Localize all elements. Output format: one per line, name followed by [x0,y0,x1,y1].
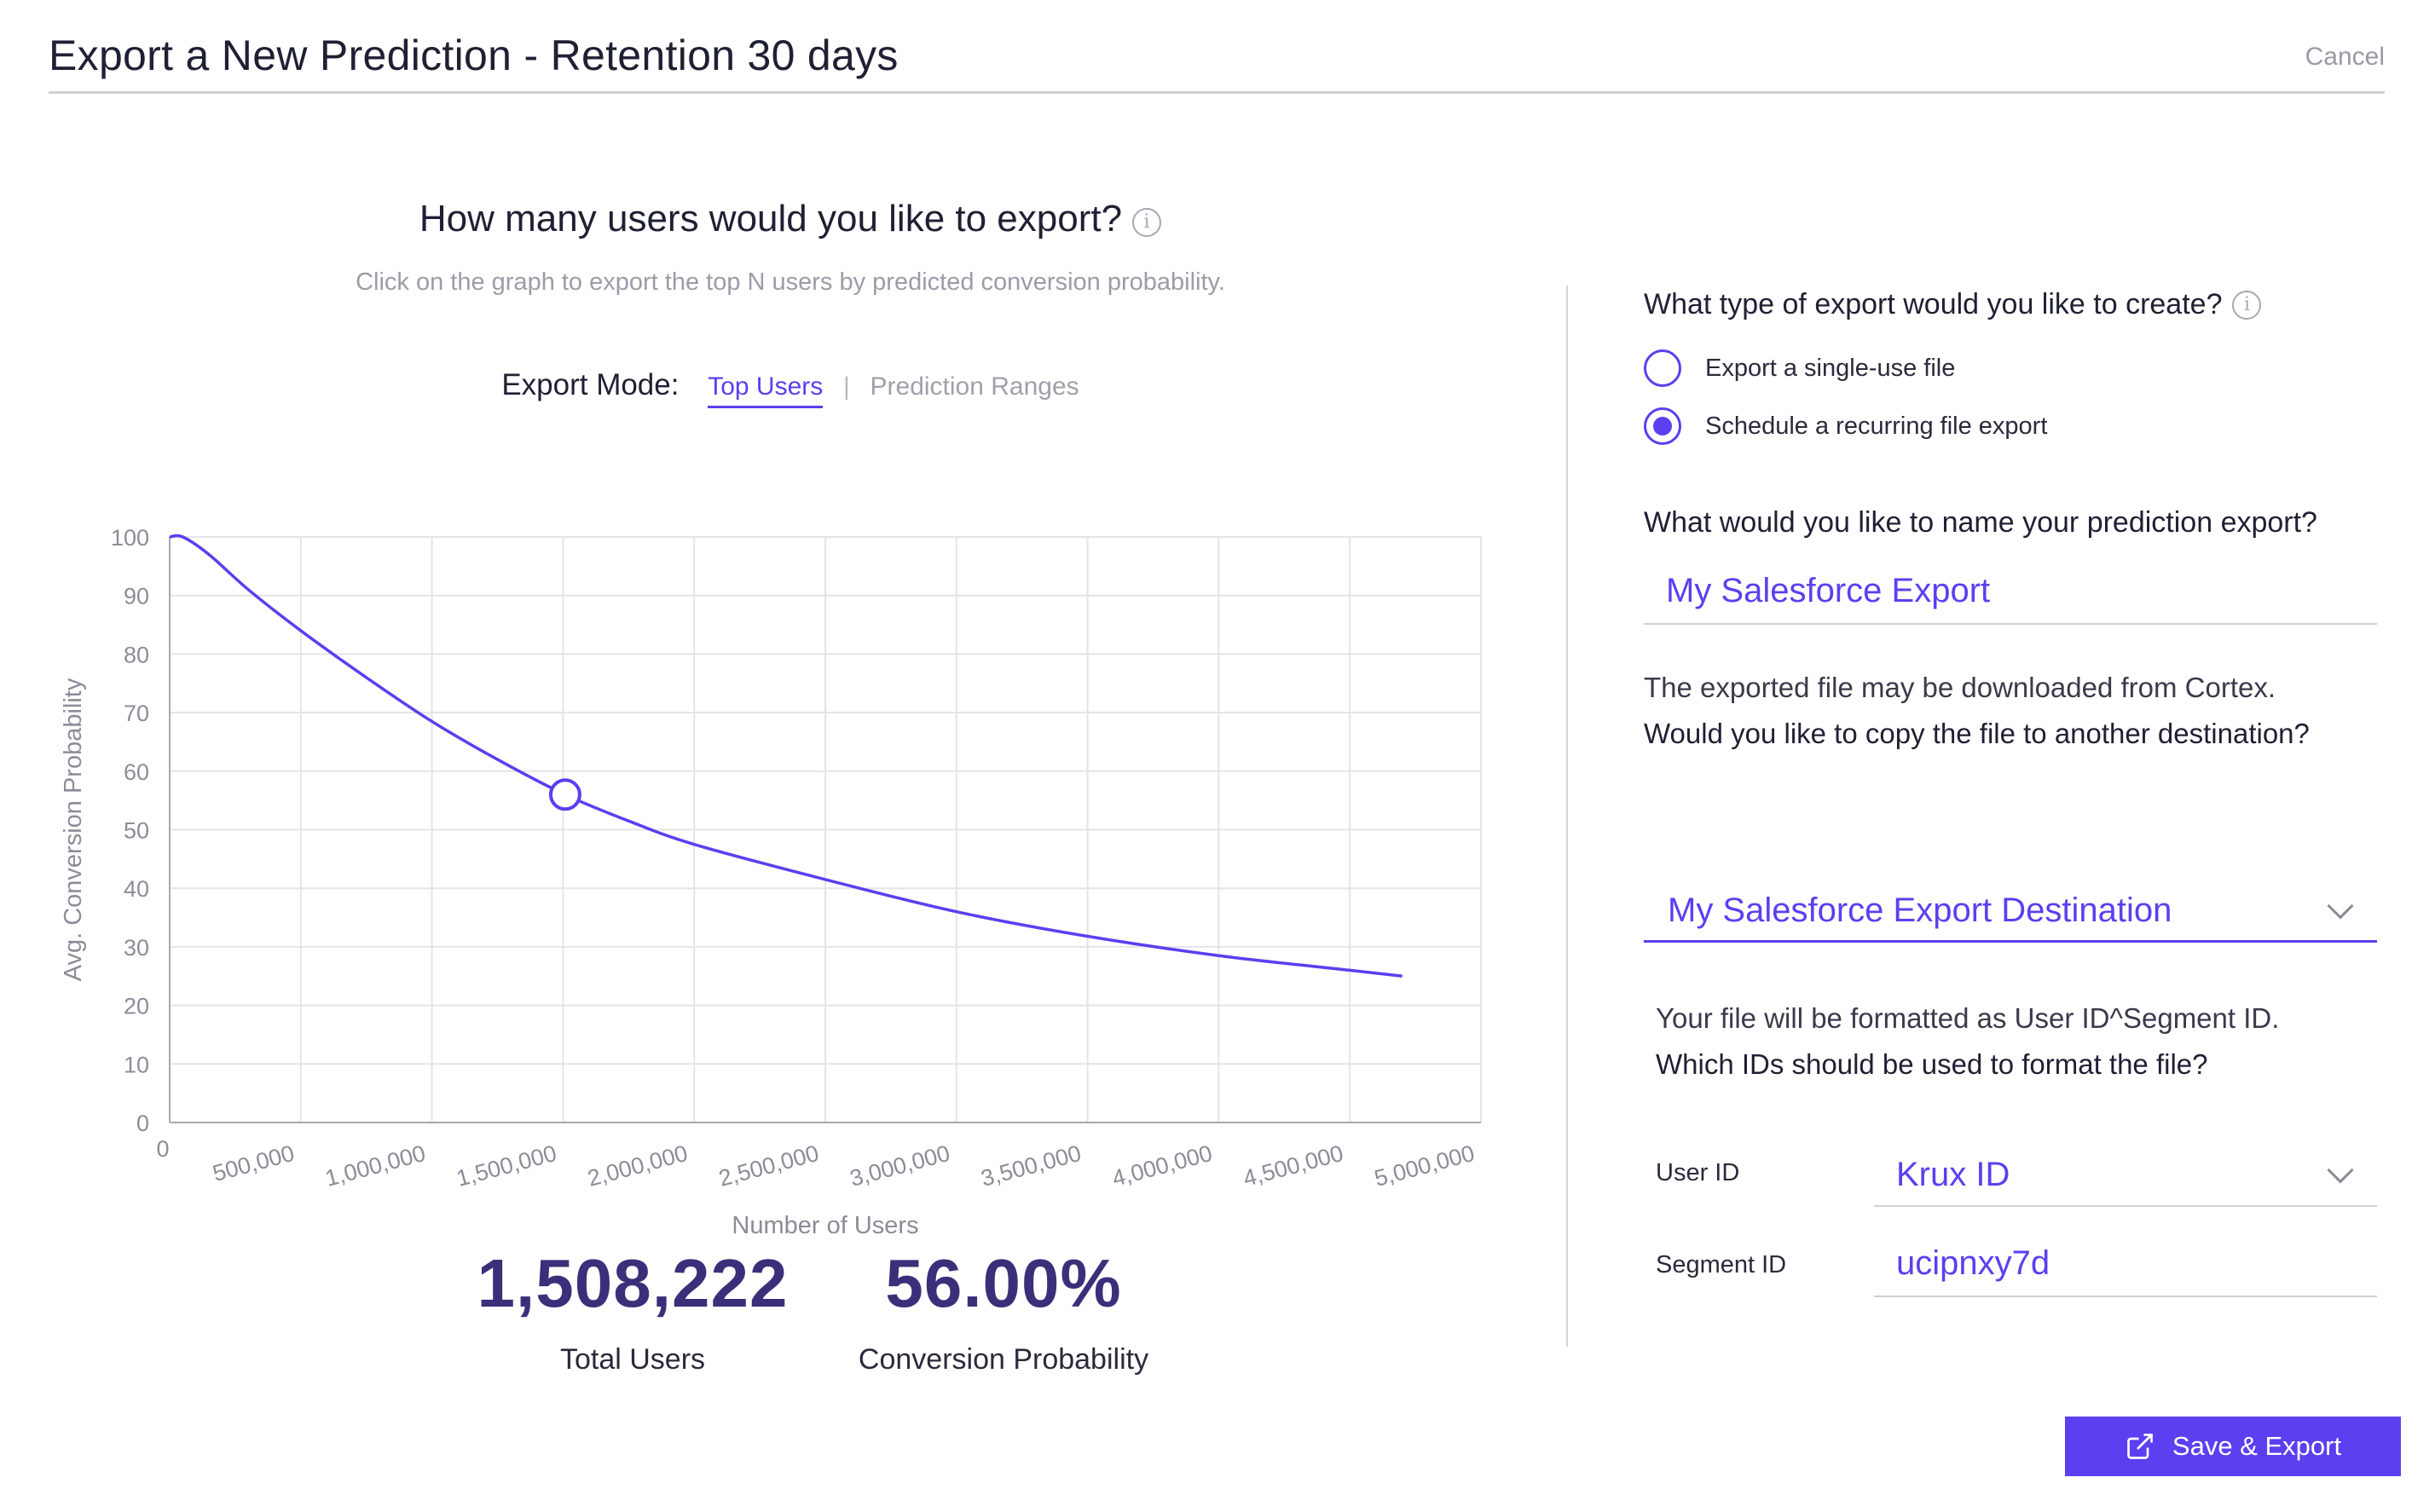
cancel-button[interactable]: Cancel [2305,43,2385,71]
external-link-icon [2127,1434,2153,1459]
destination-text-2: Would you like to copy the file to anoth… [1644,718,2310,749]
chevron-down-icon [2327,892,2354,920]
x-tick-label: 4,500,000 [1241,1140,1346,1192]
segment-id-input[interactable] [1874,1231,2377,1297]
x-tick-label: 2,500,000 [716,1140,822,1192]
y-tick-label: 30 [124,935,149,961]
info-icon[interactable]: i [1132,208,1162,237]
format-description: Your file will be formatted as User ID^S… [1656,995,2279,1088]
y-tick-label: 100 [111,525,149,551]
chart-instructions: Click on the graph to export the top N u… [356,268,1225,296]
export-settings-panel: What type of export would you like to cr… [1644,94,2377,1415]
destination-text-1: The exported file may be downloaded from… [1644,672,2276,703]
radio-recurring-export[interactable]: Schedule a recurring file export [1644,407,2047,445]
export-mode-label: Export Mode: [501,368,680,401]
conversion-probability-stat: 56.00% Conversion Probability [782,1244,1225,1376]
y-tick-label: 60 [124,759,149,785]
series-line[interactable] [169,534,1403,978]
y-tick-label: 40 [124,876,149,902]
radio-label: Schedule a recurring file export [1705,412,2048,440]
x-tick-label: 4,000,000 [1109,1140,1215,1192]
user-id-label: User ID [1656,1159,1740,1186]
radio-button-checked[interactable] [1644,407,1681,445]
info-icon[interactable]: i [2232,291,2262,320]
x-tick-label: 2,000,000 [585,1140,691,1192]
x-tick-label: 3,500,000 [978,1140,1084,1192]
conversion-probability-value: 56.00% [885,1245,1122,1321]
destination-description: The exported file may be downloaded from… [1644,665,2310,757]
panel-divider [1566,286,1568,1347]
y-tick-label: 90 [124,584,149,609]
format-text-2: Which IDs should be used to format the f… [1656,1048,2208,1080]
x-tick-label: 500,000 [210,1140,297,1186]
export-type-question-text: What type of export would you like to cr… [1644,288,2223,320]
y-tick-label: 80 [124,642,149,667]
export-mode-top-users[interactable]: Top Users [708,372,824,408]
page-header: Export a New Prediction - Retention 30 d… [49,0,2385,94]
save-export-button[interactable]: Save & Export [2065,1417,2401,1476]
x-tick-label: 3,000,000 [847,1140,953,1192]
y-axis-label: Avg. Conversion Probability [60,678,87,981]
y-tick-label: 20 [124,994,149,1019]
user-id-select[interactable]: Krux ID [1874,1135,2377,1207]
y-tick-label: 70 [124,701,149,726]
selected-point-handle[interactable] [548,778,581,811]
total-users-stat: 1,508,222 Total Users [424,1244,842,1376]
export-name-question: What would you like to name your predict… [1644,506,2317,539]
radio-single-use-file[interactable]: Export a single-use file [1644,349,1955,387]
y-tick-label: 0 [136,1111,149,1136]
format-text-1: Your file will be formatted as User ID^S… [1656,1002,2280,1034]
x-tick-label: 5,000,000 [1372,1140,1478,1192]
user-id-selected-value: Krux ID [1896,1156,2010,1193]
user-count-question-text: How many users would you like to export? [419,198,1123,239]
export-mode-separator: | [842,372,850,401]
save-export-label: Save & Export [2172,1431,2342,1461]
radio-label: Export a single-use file [1705,354,1956,382]
destination-selected-value: My Salesforce Export Destination [1668,892,2172,929]
y-tick-label: 50 [124,818,149,844]
conversion-probability-caption: Conversion Probability [858,1343,1149,1376]
radio-button[interactable] [1644,349,1681,387]
export-size-panel: How many users would you like to export?… [49,94,1532,1457]
x-tick-label: 1,500,000 [454,1140,559,1192]
x-axis-label: Number of Users [732,1212,918,1239]
user-count-question: How many users would you like to export?… [49,198,1532,240]
total-users-value: 1,508,222 [477,1245,789,1321]
export-type-question: What type of export would you like to cr… [1644,288,2262,321]
destination-select[interactable]: My Salesforce Export Destination [1644,871,2377,943]
x-tick-label: 1,000,000 [322,1140,428,1192]
export-mode-prediction-ranges[interactable]: Prediction Ranges [870,372,1079,401]
conversion-probability-chart[interactable]: 0 10 20 30 40 50 60 70 80 90 100 0 500,000 1,000,000 1… [49,418,1549,1270]
x-tick-label: 0 [156,1136,169,1162]
export-name-input[interactable] [1644,558,2377,625]
y-tick-label: 10 [124,1052,149,1077]
page-title: Export a New Prediction - Retention 30 d… [49,32,899,79]
segment-id-label: Segment ID [1656,1251,1787,1278]
chevron-down-icon [2327,1157,2354,1184]
total-users-caption: Total Users [559,1343,706,1376]
export-mode-selector: Export Mode: Top Users | Prediction Rang… [49,368,1532,408]
